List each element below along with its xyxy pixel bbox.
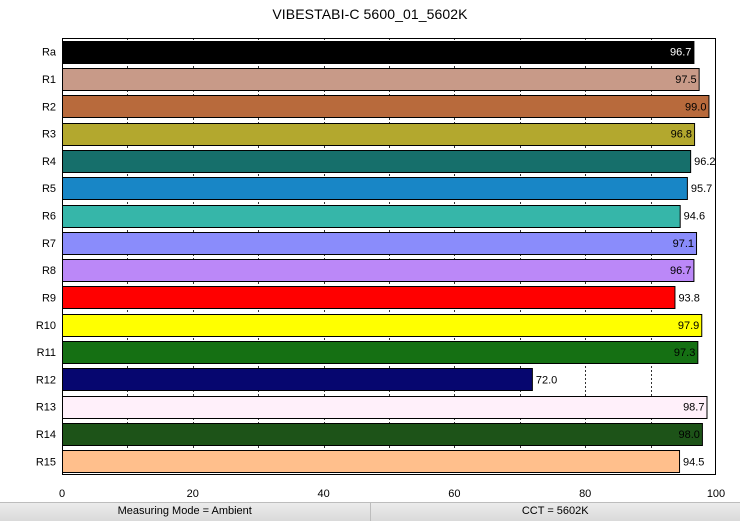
bar-r3	[62, 123, 696, 146]
bar-r8	[62, 259, 695, 282]
x-tick-label: 100	[707, 488, 725, 500]
bar-ra	[62, 41, 695, 64]
value-label: 98.0	[678, 429, 699, 441]
value-label: 94.5	[683, 456, 704, 468]
category-label: R8	[42, 265, 56, 277]
x-tick-label: 40	[317, 488, 329, 500]
category-label: R1	[42, 74, 56, 86]
labels-layer: 0 20 40 60 80 100 Ra 96.7 R1 97.5 R2 99.0 R3 96.8 R4 96…	[36, 47, 725, 500]
bar-r5	[62, 177, 688, 200]
bar-r13	[62, 396, 708, 419]
value-label: 72.0	[536, 374, 557, 386]
bar-chart: 0 20 40 60 80 100 Ra 96.7 R1 97.5 R2 99.0 R3 96.8 R4 96…	[36, 38, 725, 500]
bar-r7	[62, 232, 698, 255]
category-label: R14	[36, 429, 56, 441]
bar-r6	[62, 205, 681, 228]
category-label: R4	[42, 156, 56, 168]
category-label: R11	[37, 347, 56, 359]
category-label: R10	[36, 320, 56, 332]
category-label: R2	[42, 101, 56, 113]
category-label: R15	[36, 456, 56, 468]
value-label: 96.7	[670, 47, 691, 59]
value-label: 96.7	[670, 265, 691, 277]
value-label: 93.8	[678, 292, 699, 304]
category-label: R5	[42, 183, 56, 195]
bar-r4	[62, 150, 692, 173]
category-label: R3	[42, 129, 56, 141]
bar-r1	[62, 68, 700, 91]
plot-frame	[62, 38, 716, 475]
value-label: 97.9	[678, 320, 699, 332]
category-label: Ra	[42, 47, 57, 59]
bar-r12	[62, 368, 533, 391]
x-tick-label: 60	[448, 488, 460, 500]
bar-r9	[62, 286, 676, 309]
x-tick-label: 80	[579, 488, 591, 500]
value-label: 97.3	[674, 347, 695, 359]
category-label: R6	[42, 211, 56, 223]
bar-r15	[62, 450, 681, 473]
category-label: R9	[42, 292, 56, 304]
value-label: 99.0	[685, 101, 706, 113]
value-label: 96.8	[671, 129, 692, 141]
category-label: R7	[42, 238, 56, 250]
bar-r14	[62, 423, 703, 446]
bar-r10	[62, 314, 703, 337]
cct-status: CCT = 5602K	[370, 502, 740, 521]
bars-layer	[62, 41, 710, 473]
bar-r11	[62, 341, 699, 364]
x-tick-label: 20	[187, 488, 199, 500]
category-label: R12	[36, 374, 56, 386]
category-label: R13	[36, 402, 56, 414]
value-label: 97.1	[673, 238, 694, 250]
status-bar: Measuring Mode = Ambient CCT = 5602K	[0, 502, 740, 521]
bar-r2	[62, 95, 710, 118]
value-label: 98.7	[683, 402, 704, 414]
measuring-mode-status: Measuring Mode = Ambient	[0, 502, 371, 521]
value-label: 97.5	[675, 74, 696, 86]
x-tick-label: 0	[59, 488, 65, 500]
chart-title: VIBESTABI-C 5600_01_5602K	[272, 6, 468, 22]
value-label: 96.2	[694, 156, 715, 168]
value-label: 94.6	[684, 211, 705, 223]
value-label: 95.7	[691, 183, 712, 195]
